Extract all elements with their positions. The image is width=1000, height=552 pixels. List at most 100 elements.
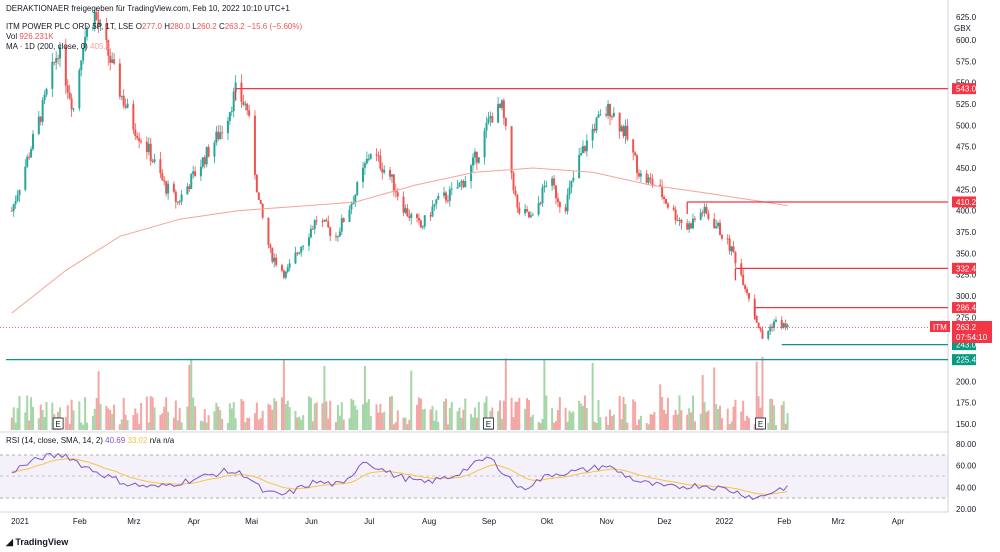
volume-bar: [286, 400, 289, 430]
candle-body: [300, 246, 303, 253]
candle-body: [429, 215, 432, 217]
candle-body: [53, 61, 56, 63]
source-line: DERAKTIONAER freigegeben für TradingView…: [6, 4, 290, 13]
volume-bar: [659, 384, 662, 430]
rsi-axis: 80.00 60.00 40.00 20.00: [956, 440, 977, 514]
candle-body: [392, 174, 395, 191]
candle-body: [97, 19, 100, 26]
time-axis[interactable]: 2021 Feb Mrz Apr Mai Jun Jul Aug Sep Okt Nov Dez 202…: [11, 517, 904, 526]
level-tag: [952, 83, 976, 95]
candle-body: [609, 103, 612, 117]
volume-bar: [111, 413, 114, 430]
volume-bar: [91, 415, 94, 430]
level-tag: [952, 196, 976, 208]
volume-bar: [253, 413, 256, 430]
candle-body: [217, 131, 220, 140]
volume-bar: [464, 398, 467, 430]
candle-body: [580, 153, 583, 156]
volume-bar: [732, 406, 735, 430]
volume-bar: [462, 409, 465, 430]
volume-bar: [688, 408, 691, 430]
level-tags: 543.0 410.2 332.4 286.4 243.0 225.4: [952, 83, 977, 366]
volume-bar: [172, 417, 175, 430]
volume-bar: [620, 418, 623, 430]
candle-body: [176, 201, 179, 203]
volume-bar: [255, 402, 258, 430]
candle-body: [489, 116, 492, 119]
volume-bar: [497, 411, 500, 430]
candle-body: [95, 12, 98, 20]
volume-bar: [159, 414, 162, 430]
symbol-legend[interactable]: ITM POWER PLC ORD 5P, 1T, LSE O277.0 H28…: [6, 22, 303, 31]
volume-legend[interactable]: Vol 926.231K: [6, 32, 54, 41]
candle-body: [124, 105, 127, 108]
candle-body: [746, 289, 749, 294]
volume-bar: [66, 405, 69, 430]
volume-bar: [761, 356, 764, 430]
price-tick-label: 400.0: [956, 207, 977, 216]
candle-body: [686, 223, 689, 230]
time-tick-label: Feb: [73, 517, 87, 526]
candle-body: [674, 209, 677, 221]
candle-body: [172, 183, 175, 192]
candle-body: [315, 220, 318, 222]
candle-body: [527, 211, 530, 218]
candle-body: [267, 217, 270, 245]
candle-body: [259, 199, 262, 204]
candle-body: [136, 135, 139, 139]
candle-body: [472, 157, 474, 166]
volume-bar: [429, 409, 432, 430]
candle-body: [105, 23, 108, 41]
candle-body: [12, 204, 15, 211]
candle-body: [342, 218, 345, 222]
earnings-label: E: [758, 420, 763, 429]
volume-bar: [167, 411, 170, 430]
rsi-legend[interactable]: RSI (14, close, SMA, 14, 2) 40.69 33.02 …: [6, 436, 175, 445]
volume-bar: [686, 414, 689, 430]
volume-bar: [354, 405, 357, 430]
candle-body: [37, 116, 40, 134]
volume-bar: [572, 411, 575, 430]
volume-bar: [610, 416, 613, 430]
candle-body: [188, 186, 191, 190]
volume-bar: [113, 404, 116, 430]
price-axis[interactable]: 600.0575.0550.0525.0500.0475.0450.0425.0…: [956, 36, 977, 429]
time-tick-label: Jun: [305, 517, 318, 526]
volume-bar: [744, 420, 747, 430]
candle-body: [51, 61, 54, 89]
price-tick-label: 500.0: [956, 121, 977, 130]
volume-bar: [315, 402, 318, 430]
candle-body: [24, 166, 27, 190]
volume-bar: [390, 395, 393, 430]
candle-body: [205, 147, 208, 165]
volume-bar: [165, 397, 168, 430]
candle-body: [82, 48, 85, 61]
candle-body: [219, 132, 222, 140]
tradingview-logo[interactable]: ◢ TradingView: [6, 537, 69, 547]
volume-bar: [529, 416, 532, 430]
candle-body: [516, 194, 519, 208]
volume-bar: [404, 417, 407, 430]
candle-body: [410, 214, 413, 219]
rsi-tick-label: 60.00: [956, 462, 977, 471]
volume-bar: [381, 412, 384, 430]
candle-body: [253, 115, 256, 175]
candle-body: [232, 91, 235, 112]
volume-bar: [82, 424, 85, 430]
ma-legend[interactable]: MA · 1D (200, close, 0) 405.9: [6, 42, 111, 51]
volume-bar: [174, 400, 177, 430]
volume-bar: [456, 411, 459, 430]
rsi-line: [11, 452, 788, 501]
candle-body: [80, 60, 83, 71]
volume-bar: [433, 420, 436, 430]
candle-body: [111, 59, 114, 63]
price-tick-label: 525.0: [956, 100, 977, 109]
candle-body: [242, 101, 245, 105]
volume-bar: [32, 406, 35, 430]
candle-body: [543, 185, 546, 188]
candle-body: [666, 203, 669, 208]
volume-bar: [178, 407, 181, 430]
volume-bar: [122, 397, 125, 430]
